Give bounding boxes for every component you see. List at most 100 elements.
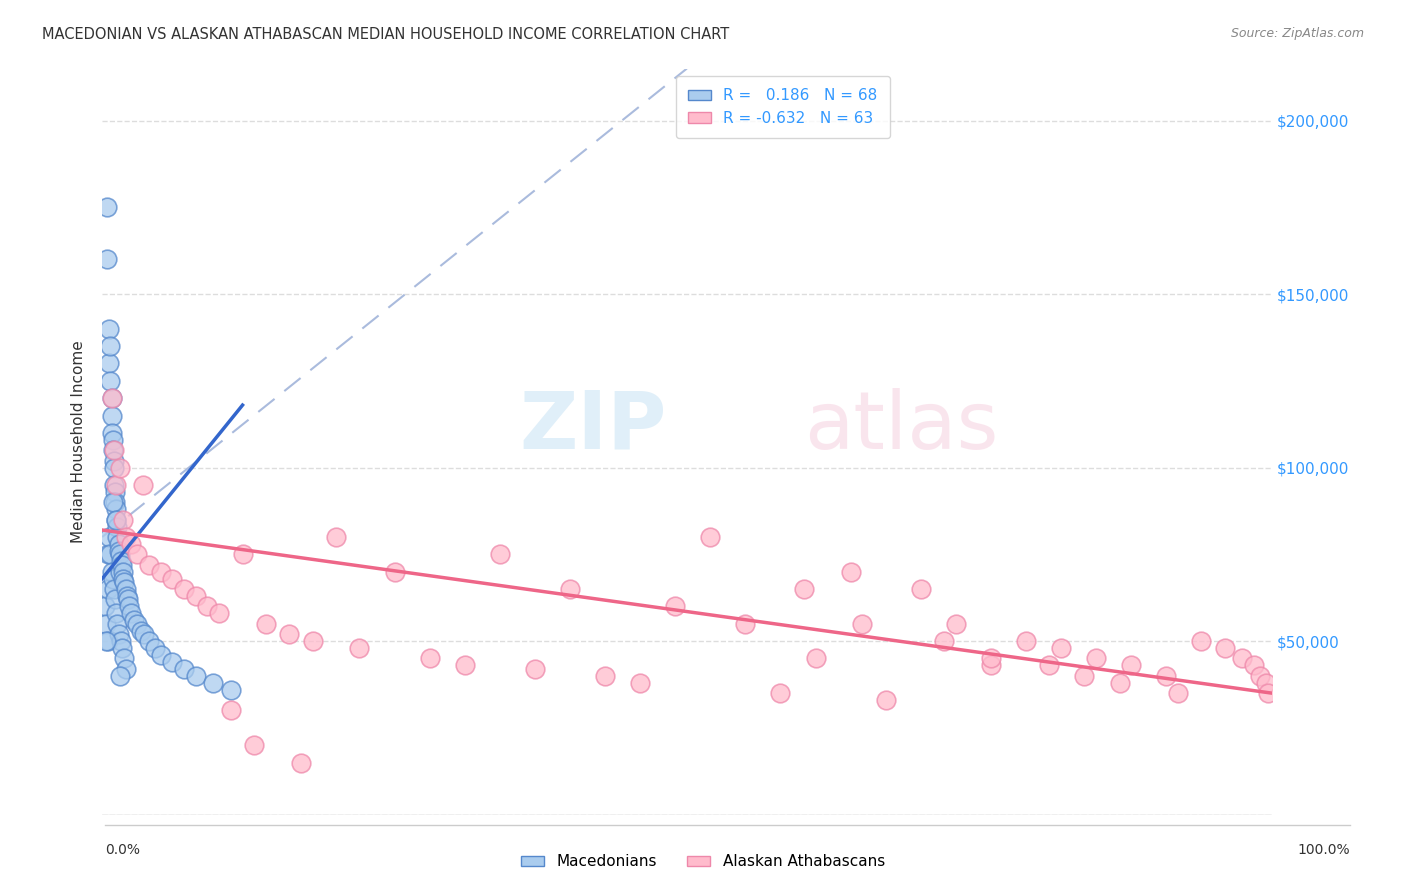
Point: [980, 651, 1002, 665]
Point: [112, 575, 135, 590]
Point: [108, 460, 131, 475]
Point: [349, 640, 371, 655]
Point: [162, 572, 184, 586]
Point: [107, 627, 129, 641]
Point: [101, 572, 124, 586]
Point: [1243, 658, 1265, 673]
Point: [112, 565, 135, 579]
Point: [1073, 669, 1095, 683]
Point: [1189, 634, 1212, 648]
Point: [112, 651, 135, 665]
Point: [104, 495, 127, 509]
Point: [851, 616, 873, 631]
Point: [143, 640, 166, 655]
Point: [117, 592, 139, 607]
Point: [110, 634, 132, 648]
Point: [243, 738, 266, 752]
Point: [96, 252, 118, 267]
Point: [278, 627, 301, 641]
Point: [107, 616, 129, 631]
Point: [108, 565, 131, 579]
Point: [103, 582, 125, 596]
Point: [910, 582, 932, 596]
Point: [108, 547, 131, 561]
Point: [100, 339, 122, 353]
Point: [94, 634, 117, 648]
Point: [111, 558, 134, 572]
Point: [384, 565, 406, 579]
Point: [108, 669, 131, 683]
Point: [111, 640, 134, 655]
Point: [254, 616, 277, 631]
Point: [934, 634, 956, 648]
Point: [149, 565, 172, 579]
Point: [558, 582, 581, 596]
Text: atlas: atlas: [804, 388, 998, 466]
Point: [100, 409, 122, 423]
Point: [98, 322, 121, 336]
Point: [980, 658, 1002, 673]
Point: [793, 582, 815, 596]
Point: [122, 613, 145, 627]
Point: [107, 544, 129, 558]
Point: [100, 391, 122, 405]
Point: [100, 565, 122, 579]
Point: [1085, 651, 1108, 665]
Point: [804, 651, 827, 665]
Point: [132, 478, 155, 492]
Point: [103, 478, 125, 492]
Text: ZIP: ZIP: [520, 388, 666, 466]
Point: [184, 589, 207, 603]
Point: [129, 624, 152, 638]
Point: [219, 703, 242, 717]
Point: [232, 547, 254, 561]
Point: [93, 599, 115, 614]
Point: [173, 582, 195, 596]
Point: [1167, 686, 1189, 700]
Point: [105, 513, 128, 527]
Point: [110, 554, 132, 568]
Text: 100.0%: 100.0%: [1298, 843, 1350, 857]
Point: [107, 519, 129, 533]
Point: [112, 513, 135, 527]
Point: [120, 537, 142, 551]
Point: [1015, 634, 1038, 648]
Point: [100, 547, 122, 561]
Point: [114, 530, 136, 544]
Point: [628, 675, 651, 690]
Point: [945, 616, 967, 631]
Point: [101, 433, 124, 447]
Text: Source: ZipAtlas.com: Source: ZipAtlas.com: [1230, 27, 1364, 40]
Point: [1156, 669, 1178, 683]
Point: [112, 572, 135, 586]
Point: [208, 607, 231, 621]
Point: [769, 686, 792, 700]
Point: [202, 675, 225, 690]
Point: [100, 391, 122, 405]
Point: [98, 530, 121, 544]
Point: [138, 558, 160, 572]
Point: [101, 495, 124, 509]
Point: [120, 607, 142, 621]
Point: [103, 443, 125, 458]
Point: [96, 200, 118, 214]
Point: [1213, 640, 1236, 655]
Point: [593, 669, 616, 683]
Point: [103, 460, 125, 475]
Legend: R =   0.186   N = 68, R = -0.632   N = 63: R = 0.186 N = 68, R = -0.632 N = 63: [676, 76, 890, 138]
Point: [301, 634, 323, 648]
Point: [419, 651, 441, 665]
Point: [138, 634, 160, 648]
Point: [197, 599, 219, 614]
Point: [488, 547, 510, 561]
Point: [100, 425, 122, 440]
Point: [1050, 640, 1073, 655]
Point: [104, 484, 127, 499]
Point: [114, 582, 136, 596]
Point: [101, 443, 124, 458]
Point: [97, 634, 120, 648]
Point: [107, 537, 129, 551]
Point: [97, 547, 120, 561]
Point: [127, 616, 149, 631]
Point: [173, 662, 195, 676]
